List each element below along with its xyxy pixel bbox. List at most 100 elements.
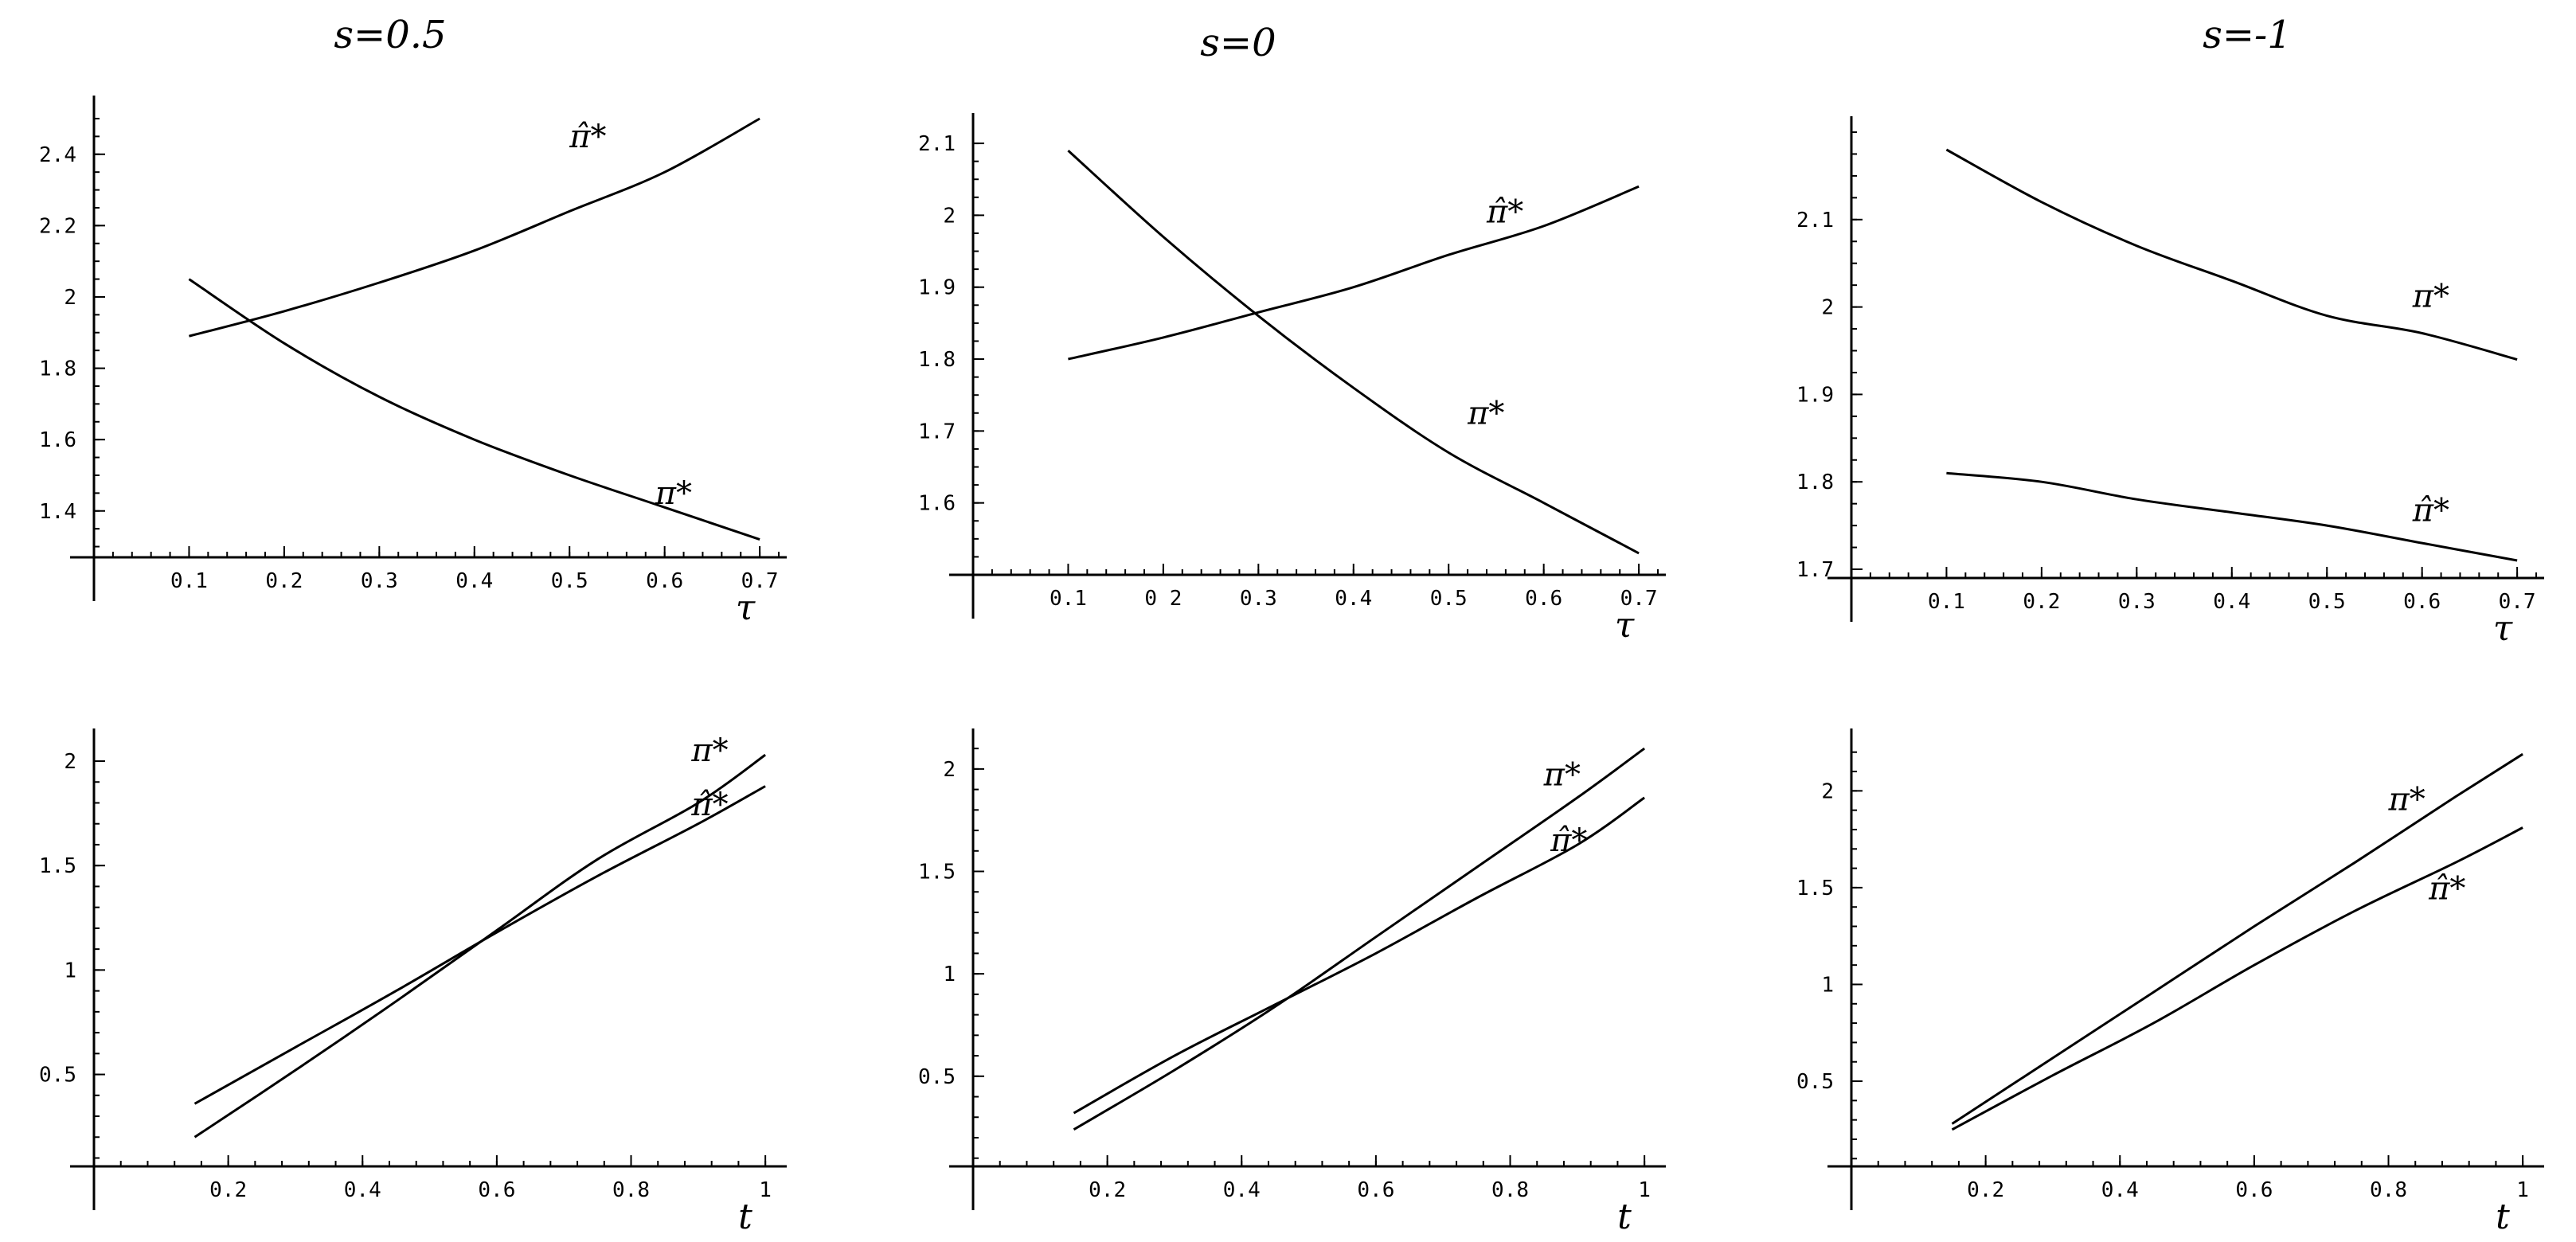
y-tick-label: 1.8 xyxy=(918,348,956,372)
series-label: π* xyxy=(690,732,728,769)
y-tick-label: 1 xyxy=(64,959,76,982)
x-tick-label: 0.2 xyxy=(209,1178,247,1202)
y-tick-label: 2 xyxy=(64,286,76,310)
x-tick-label: 0.2 xyxy=(265,569,303,593)
series-label: π* xyxy=(2412,279,2449,315)
y-tick-label: 2 xyxy=(1821,779,1834,803)
chart-panel-1: s=0.5 0.1 0.2 0.3 0.4 0.5 0.6 0.7 1.4 1.6 1.8 2 2.2 2… xyxy=(39,13,787,628)
y-tick-label: 1.9 xyxy=(1796,383,1834,407)
series-line-1 xyxy=(1945,148,2518,361)
y-tick-label: 1.4 xyxy=(39,500,76,524)
x-tick-label: 0.6 xyxy=(1357,1178,1394,1202)
x-axis-label: t xyxy=(2496,1197,2510,1237)
series-line-2 xyxy=(193,785,766,1105)
y-tick-label: 2.1 xyxy=(918,132,956,156)
series-label: π* xyxy=(1543,756,1581,793)
x-tick-label: 0.4 xyxy=(455,569,493,593)
x-tick-label: 0.5 xyxy=(1430,587,1468,611)
x-tick-label: 0.2 xyxy=(1089,1178,1126,1202)
y-tick-label: 0.5 xyxy=(1796,1070,1834,1094)
y-tick-label: 2 xyxy=(943,758,956,782)
y-tick-label: 1.8 xyxy=(1796,471,1834,494)
series-line-2 xyxy=(1946,471,2518,562)
x-tick-label: 0.5 xyxy=(551,569,588,593)
x-tick-label: 0.6 xyxy=(646,569,683,593)
y-tick-label: 1.7 xyxy=(1796,558,1834,582)
x-tick-label: 0.8 xyxy=(2370,1178,2407,1202)
x-tick-label: 0.8 xyxy=(612,1178,650,1202)
x-tick-label: 0.4 xyxy=(344,1178,381,1202)
chart-panel-3: s=-1 0.1 0.2 0.3 0.4 0.5 0.6 0.7 1.7 1.8 1.9 2 2.1 τ π… xyxy=(1796,13,2544,649)
series-label: π* xyxy=(2388,782,2426,818)
y-tick-label: 1 xyxy=(1821,973,1834,997)
x-tick-label: 0.7 xyxy=(2499,590,2536,614)
series-line-2 xyxy=(188,278,760,541)
x-tick-label: 0.4 xyxy=(1223,1178,1261,1202)
x-tick-label: 0.6 xyxy=(2235,1178,2273,1202)
chart-panel-6: 0.2 0.4 0.6 0.8 1 0.5 1 1.5 2 t π* π̂* xyxy=(1796,728,2544,1237)
y-tick-label: 1.5 xyxy=(918,861,956,885)
series-line-1 xyxy=(1073,747,1645,1131)
chart-panel-5: 0.2 0.4 0.6 0.8 1 0.5 1 1.5 2 t π* π̂* xyxy=(918,728,1666,1237)
x-tick-label: 0.2 xyxy=(1967,1178,2004,1202)
y-tick-label: 1.6 xyxy=(39,428,76,452)
x-axis-label: τ xyxy=(736,588,756,628)
y-tick-label: 2 xyxy=(943,204,956,228)
y-tick-label: 0.5 xyxy=(918,1065,956,1089)
x-tick-label: 0.3 xyxy=(1240,587,1277,611)
x-tick-label: 0.3 xyxy=(2118,590,2156,614)
x-tick-label: 0.4 xyxy=(2213,590,2250,614)
series-line-1 xyxy=(189,117,760,338)
x-tick-label: 0.5 xyxy=(2308,590,2346,614)
series-label: π̂* xyxy=(690,787,728,823)
x-axis-label: t xyxy=(738,1197,752,1237)
x-tick-label: 0.6 xyxy=(478,1178,515,1202)
series-line-1 xyxy=(1951,752,2523,1125)
series-label: π̂* xyxy=(569,119,606,155)
x-tick-label: 1 xyxy=(759,1178,772,1202)
series-line-2 xyxy=(1073,796,1645,1115)
series-label: π̂* xyxy=(2412,493,2449,529)
y-tick-label: 2 xyxy=(1821,296,1834,320)
x-tick-label: 1 xyxy=(2516,1178,2529,1202)
y-tick-label: 2.1 xyxy=(1796,209,1834,232)
series-line-2 xyxy=(1951,826,2523,1131)
x-tick-label: 0.2 xyxy=(2023,590,2060,614)
x-axis-label: t xyxy=(1617,1197,1632,1237)
y-tick-label: 2 xyxy=(64,750,76,774)
chart-panel-2: s=0 0.1 0 2 0.3 0.4 0.5 0.6 0.7 1.6 1.7 1.8 1.9 2 2.1… xyxy=(918,21,1666,646)
x-tick-label: 0.6 xyxy=(2403,590,2441,614)
x-tick-label: 0.4 xyxy=(1335,587,1372,611)
y-tick-label: 2.2 xyxy=(39,214,76,238)
series-line-1 xyxy=(1068,185,1640,361)
x-tick-label: 1 xyxy=(1638,1178,1651,1202)
y-tick-label: 2.4 xyxy=(39,143,76,167)
y-tick-label: 1 xyxy=(943,963,956,986)
series-line-1 xyxy=(193,753,766,1138)
series-label: π̂* xyxy=(1550,822,1587,859)
y-tick-label: 1.5 xyxy=(39,854,76,878)
series-line-2 xyxy=(1067,149,1640,555)
x-tick-label: 0.1 xyxy=(170,569,208,593)
x-tick-label: 0.6 xyxy=(1525,587,1562,611)
series-label: π* xyxy=(655,475,692,512)
x-tick-label: 0.7 xyxy=(1620,587,1658,611)
series-label: π̂* xyxy=(1486,193,1523,230)
y-tick-label: 1.5 xyxy=(1796,877,1834,900)
series-label: π* xyxy=(1467,395,1504,432)
chart-title: s=0.5 xyxy=(334,13,446,57)
x-tick-label: 0.3 xyxy=(361,569,398,593)
chart-title: s=0 xyxy=(1200,21,1276,65)
x-axis-label: τ xyxy=(2493,608,2513,649)
y-tick-label: 1.9 xyxy=(918,276,956,300)
y-tick-label: 1.8 xyxy=(39,357,76,381)
x-axis-label: τ xyxy=(1615,605,1635,646)
x-tick-label: 0 2 xyxy=(1144,587,1182,611)
y-tick-label: 1.6 xyxy=(918,492,956,516)
series-label: π̂* xyxy=(2428,870,2465,907)
y-tick-label: 1.7 xyxy=(918,420,956,443)
chart-panel-4: 0.2 0.4 0.6 0.8 1 0.5 1 1.5 2 t π* π̂* xyxy=(39,728,787,1237)
x-tick-label: 0.8 xyxy=(1491,1178,1529,1202)
x-tick-label: 0.1 xyxy=(1928,590,1965,614)
